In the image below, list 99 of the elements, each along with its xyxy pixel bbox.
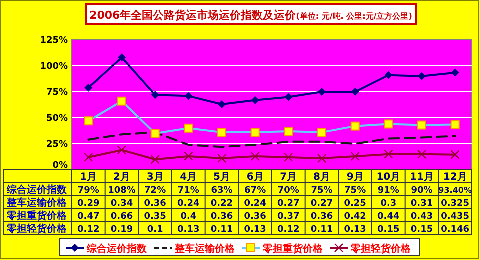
point — [218, 100, 226, 108]
x-tick-label: 2月 — [114, 172, 130, 183]
data-label: 0.3 — [380, 199, 397, 209]
data-label: 71% — [178, 186, 200, 196]
y-tick-label: 25% — [46, 140, 68, 150]
data-label: 0.1 — [147, 225, 164, 235]
legend-label: 整车运输价格 — [174, 243, 236, 255]
data-label: 79% — [78, 186, 100, 196]
data-label: 0.36 — [310, 212, 334, 222]
text: 零担重货价格 — [7, 211, 67, 222]
y-tick-label: 100% — [40, 62, 68, 72]
data-label: 0.42 — [344, 212, 366, 222]
x-tick-label: 4月 — [180, 172, 198, 183]
y-tick-label: 125% — [40, 36, 68, 46]
point — [184, 152, 194, 162]
data-label: 0.44 — [378, 212, 400, 222]
data-label: 0.36 — [244, 212, 266, 222]
data-label: 75% — [344, 186, 366, 196]
data-label: 0.35 — [144, 212, 166, 222]
data-label: 0.43 — [410, 212, 434, 222]
data-label: 72% — [144, 186, 166, 196]
data-label: 0.325 — [441, 199, 470, 209]
point — [117, 146, 127, 155]
x-tick-label: 10月 — [376, 172, 401, 183]
legend-label: 零担轻货价格 — [350, 243, 412, 255]
y-tick-label: 50% — [46, 114, 68, 124]
point — [217, 154, 227, 164]
chart-title: 2006年全国公路货运市场运价指数及运价 — [90, 9, 298, 22]
x-tick-label: 11月 — [410, 172, 434, 183]
point — [84, 152, 94, 162]
data-label: 0.34 — [110, 199, 134, 209]
data-label: 0.19 — [110, 225, 134, 235]
x-tick-label: 1月 — [80, 172, 98, 183]
data-label: 0.15 — [378, 225, 400, 235]
data-label: 0.27 — [310, 199, 334, 209]
point — [250, 152, 260, 162]
point — [384, 71, 393, 80]
data-label: 0.13 — [344, 225, 366, 235]
data-label: 0.15 — [410, 225, 434, 235]
data-label: 0.11 — [310, 225, 334, 235]
data-label: 75% — [311, 186, 333, 196]
data-label: 91% — [378, 186, 400, 196]
legend-label: 综合运价指数 — [86, 243, 148, 255]
x-tick-label: 5月 — [214, 172, 230, 183]
data-label: 0.36 — [210, 212, 234, 222]
point — [84, 84, 93, 92]
point — [118, 54, 126, 62]
data-label: 0.22 — [210, 199, 234, 209]
point — [151, 91, 160, 100]
data-label: 0.24 — [244, 199, 266, 209]
data-label: 0.25 — [344, 199, 366, 209]
point — [350, 152, 360, 162]
text: 综合运价指数 — [7, 185, 67, 196]
point — [451, 68, 460, 77]
point — [251, 96, 260, 104]
data-label: 0.13 — [178, 225, 200, 235]
data-label: 90% — [411, 186, 433, 196]
point — [318, 88, 326, 96]
data-label: 0.27 — [278, 199, 300, 209]
text: 零担轻货价格 — [7, 224, 67, 235]
x-tick-label: 8月 — [314, 172, 330, 183]
point — [284, 152, 294, 162]
point — [417, 150, 427, 159]
data-label: 63% — [211, 186, 233, 196]
point — [450, 150, 460, 160]
point — [351, 88, 360, 96]
data-label: 0.12 — [278, 225, 300, 235]
point — [184, 92, 193, 100]
point — [384, 150, 394, 159]
data-label: 0.66 — [110, 212, 134, 222]
data-label: 0.435 — [441, 212, 470, 222]
data-label: 0.4 — [180, 212, 197, 222]
chart-subtitle: (单位: 元/吨. 公里:元/立方公里) — [296, 11, 412, 21]
data-label: 0.29 — [78, 199, 100, 209]
data-label: 0.37 — [278, 212, 300, 222]
point — [150, 155, 160, 164]
data-label: 70% — [278, 186, 300, 196]
data-label: 0.36 — [144, 199, 166, 209]
data-label: 0.11 — [210, 225, 234, 235]
point — [317, 154, 327, 164]
data-label: 0.47 — [78, 212, 100, 222]
x-tick-label: 7月 — [280, 172, 298, 183]
data-label: 0.12 — [78, 225, 100, 235]
data-label: 0.146 — [441, 225, 470, 235]
x-tick-label: 3月 — [146, 172, 164, 183]
data-label: 0.24 — [178, 199, 200, 209]
data-label: 0.13 — [244, 225, 266, 235]
point — [418, 72, 426, 80]
legend-label: 零担重货价格 — [262, 243, 324, 255]
y-tick-label: 75% — [46, 88, 68, 98]
data-label: 108% — [108, 186, 136, 196]
data-label: 67% — [244, 186, 266, 196]
data-label: 0.31 — [410, 199, 434, 209]
y-tick-label: 0% — [52, 161, 68, 171]
x-tick-label: 9月 — [346, 172, 364, 183]
x-tick-label: 6月 — [246, 172, 264, 183]
point — [284, 93, 293, 102]
x-tick-label: 12月 — [443, 172, 468, 183]
text: 整车运输价格 — [7, 198, 67, 209]
